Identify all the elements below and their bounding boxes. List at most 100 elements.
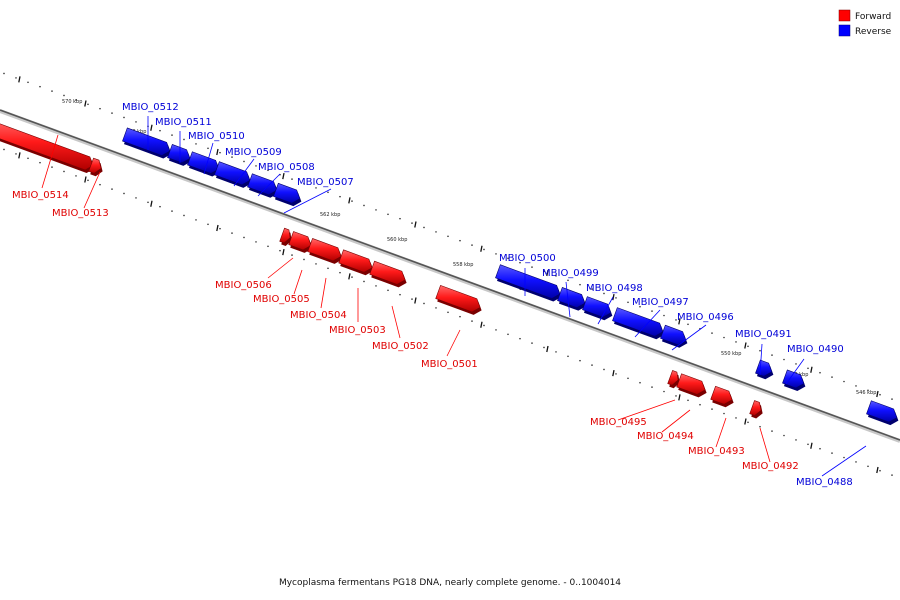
gene-label[interactable]: MBIO_0490 <box>787 344 844 355</box>
gene-label[interactable]: MBIO_0498 <box>586 283 643 294</box>
gene-label[interactable]: MBIO_0506 <box>215 280 272 291</box>
gene-mbio-0510[interactable]: MBIO_0510 <box>187 131 245 177</box>
scale-label: 562 kbp <box>320 212 340 218</box>
gene-label[interactable]: MBIO_0493 <box>688 446 745 457</box>
gene-label[interactable]: MBIO_0491 <box>735 329 792 340</box>
gene-arrow[interactable] <box>288 231 312 251</box>
scale-label: 560 kbp <box>387 237 407 243</box>
gene-arrow[interactable] <box>167 144 191 164</box>
gene-label[interactable]: MBIO_0509 <box>225 147 282 158</box>
gene-mbio-0493[interactable]: MBIO_0493 <box>688 385 745 457</box>
gene-leader <box>597 296 614 325</box>
gene-mbio-0488[interactable]: MBIO_0488 <box>796 400 899 488</box>
gene-label[interactable]: MBIO_0492 <box>742 461 799 472</box>
gene-arrow[interactable] <box>214 161 251 186</box>
gene-label[interactable]: MBIO_0513 <box>52 208 109 219</box>
gene-label[interactable]: MBIO_0504 <box>290 310 347 321</box>
gene-arrow[interactable] <box>338 249 373 273</box>
gene-arrow[interactable] <box>557 287 586 309</box>
gene-label[interactable]: MBIO_0500 <box>499 253 556 264</box>
gene-label[interactable]: MBIO_0510 <box>188 131 245 142</box>
gene-mbio-0495[interactable]: MBIO_0495 <box>590 370 680 428</box>
gene-arrow[interactable] <box>307 238 342 262</box>
gene-label[interactable]: MBIO_0495 <box>590 417 647 428</box>
gene-mbio-0502[interactable]: MBIO_0502 <box>369 260 429 352</box>
gene-mbio-0499[interactable]: MBIO_0499 <box>542 268 599 318</box>
gene-arrow[interactable] <box>279 227 291 244</box>
gene-arrow[interactable] <box>0 119 94 171</box>
gene-mbio-0506[interactable]: MBIO_0506 <box>215 227 294 291</box>
legend-forward-label: Forward <box>855 12 891 22</box>
gene-mbio-0496[interactable]: MBIO_0496 <box>660 312 734 351</box>
gene-arrow[interactable] <box>782 369 805 389</box>
gene-mbio-0513[interactable]: MBIO_0513 <box>52 157 109 219</box>
gene-label[interactable]: MBIO_0511 <box>155 117 212 128</box>
gene-mbio-0503[interactable]: MBIO_0503 <box>329 249 386 336</box>
gene-leader <box>283 188 332 214</box>
legend-reverse-label: Reverse <box>855 27 892 37</box>
gene-leader <box>293 269 303 295</box>
scale-label: 550 kbp <box>721 351 741 357</box>
gene-leader <box>257 173 281 197</box>
gene-label[interactable]: MBIO_0503 <box>329 325 386 336</box>
gene-mbio-0504[interactable]: MBIO_0504 <box>290 238 347 321</box>
gene-arrow[interactable] <box>710 385 733 405</box>
gene-label[interactable]: MBIO_0501 <box>421 359 478 370</box>
gene-arrow[interactable] <box>667 370 679 386</box>
gene-arrow[interactable] <box>435 285 481 313</box>
scale-label: 558 kbp <box>453 262 473 268</box>
gene-arrow[interactable] <box>612 307 664 337</box>
gene-arrow[interactable] <box>88 157 102 174</box>
gene-arrow[interactable] <box>369 260 406 285</box>
gene-label[interactable]: MBIO_0502 <box>372 341 429 352</box>
gene-mbio-0508[interactable]: MBIO_0508 <box>247 162 315 198</box>
genome-caption: Mycoplasma fermentans PG18 DNA, nearly c… <box>278 578 622 588</box>
gene-label[interactable]: MBIO_0514 <box>12 190 69 201</box>
gene-arrow[interactable] <box>866 400 898 423</box>
gene-arrow[interactable] <box>122 127 171 156</box>
gene-mbio-0507[interactable]: MBIO_0507 <box>273 177 354 214</box>
gene-mbio-0511[interactable]: MBIO_0511 <box>155 117 212 166</box>
gene-label[interactable]: MBIO_0507 <box>297 177 354 188</box>
gene-leader <box>41 134 59 189</box>
gene-label[interactable]: MBIO_0505 <box>253 294 310 305</box>
gene-mbio-0500[interactable]: MBIO_0500 <box>495 253 562 302</box>
gene-leader <box>671 324 707 351</box>
gene-mbio-0492[interactable]: MBIO_0492 <box>742 400 799 472</box>
gene-arrow[interactable] <box>676 373 706 395</box>
gene-mbio-0512[interactable]: MBIO_0512 <box>122 102 179 159</box>
legend-forward-swatch <box>838 9 851 22</box>
scale-label: 570 kbp <box>62 99 82 105</box>
gene-arrow[interactable] <box>749 400 762 416</box>
gene-leader <box>203 142 214 175</box>
gene-mbio-0497[interactable]: MBIO_0497 <box>612 297 689 340</box>
gene-label[interactable]: MBIO_0488 <box>796 477 853 488</box>
gene-label[interactable]: MBIO_0499 <box>542 268 599 279</box>
gene-mbio-0514[interactable]: MBIO_0514 <box>0 119 95 201</box>
gene-mbio-0494[interactable]: MBIO_0494 <box>637 373 707 442</box>
gene-label[interactable]: MBIO_0496 <box>677 312 734 323</box>
gene-label[interactable]: MBIO_0494 <box>637 431 694 442</box>
gene-arrow[interactable] <box>273 182 301 204</box>
gene-mbio-0498[interactable]: MBIO_0498 <box>582 283 643 325</box>
gene-mbio-0491[interactable]: MBIO_0491 <box>735 329 792 380</box>
gene-leader <box>233 158 255 187</box>
gene-arrow[interactable] <box>495 264 561 299</box>
gene-leader <box>661 409 691 433</box>
gene-arrow[interactable] <box>247 173 278 196</box>
gene-mbio-0509[interactable]: MBIO_0509 <box>214 147 282 188</box>
gene-mbio-0501[interactable]: MBIO_0501 <box>421 285 482 370</box>
gene-arrow[interactable] <box>755 359 773 377</box>
gene-mbio-0490[interactable]: MBIO_0490 <box>782 344 844 391</box>
gene-label[interactable]: MBIO_0497 <box>632 297 689 308</box>
gene-label[interactable]: MBIO_0512 <box>122 102 179 113</box>
gene-arrow[interactable] <box>582 296 612 318</box>
axis-line <box>0 109 900 441</box>
gene-label[interactable]: MBIO_0508 <box>258 162 315 173</box>
gene-leader <box>320 277 327 309</box>
gene-arrow[interactable] <box>187 151 220 174</box>
legend-reverse-swatch <box>838 24 851 37</box>
gene-mbio-0505[interactable]: MBIO_0505 <box>253 231 313 305</box>
genes: MBIO_0514 MBIO_0513 MBIO_0512 MBIO_0511 MBIO… <box>0 102 899 488</box>
